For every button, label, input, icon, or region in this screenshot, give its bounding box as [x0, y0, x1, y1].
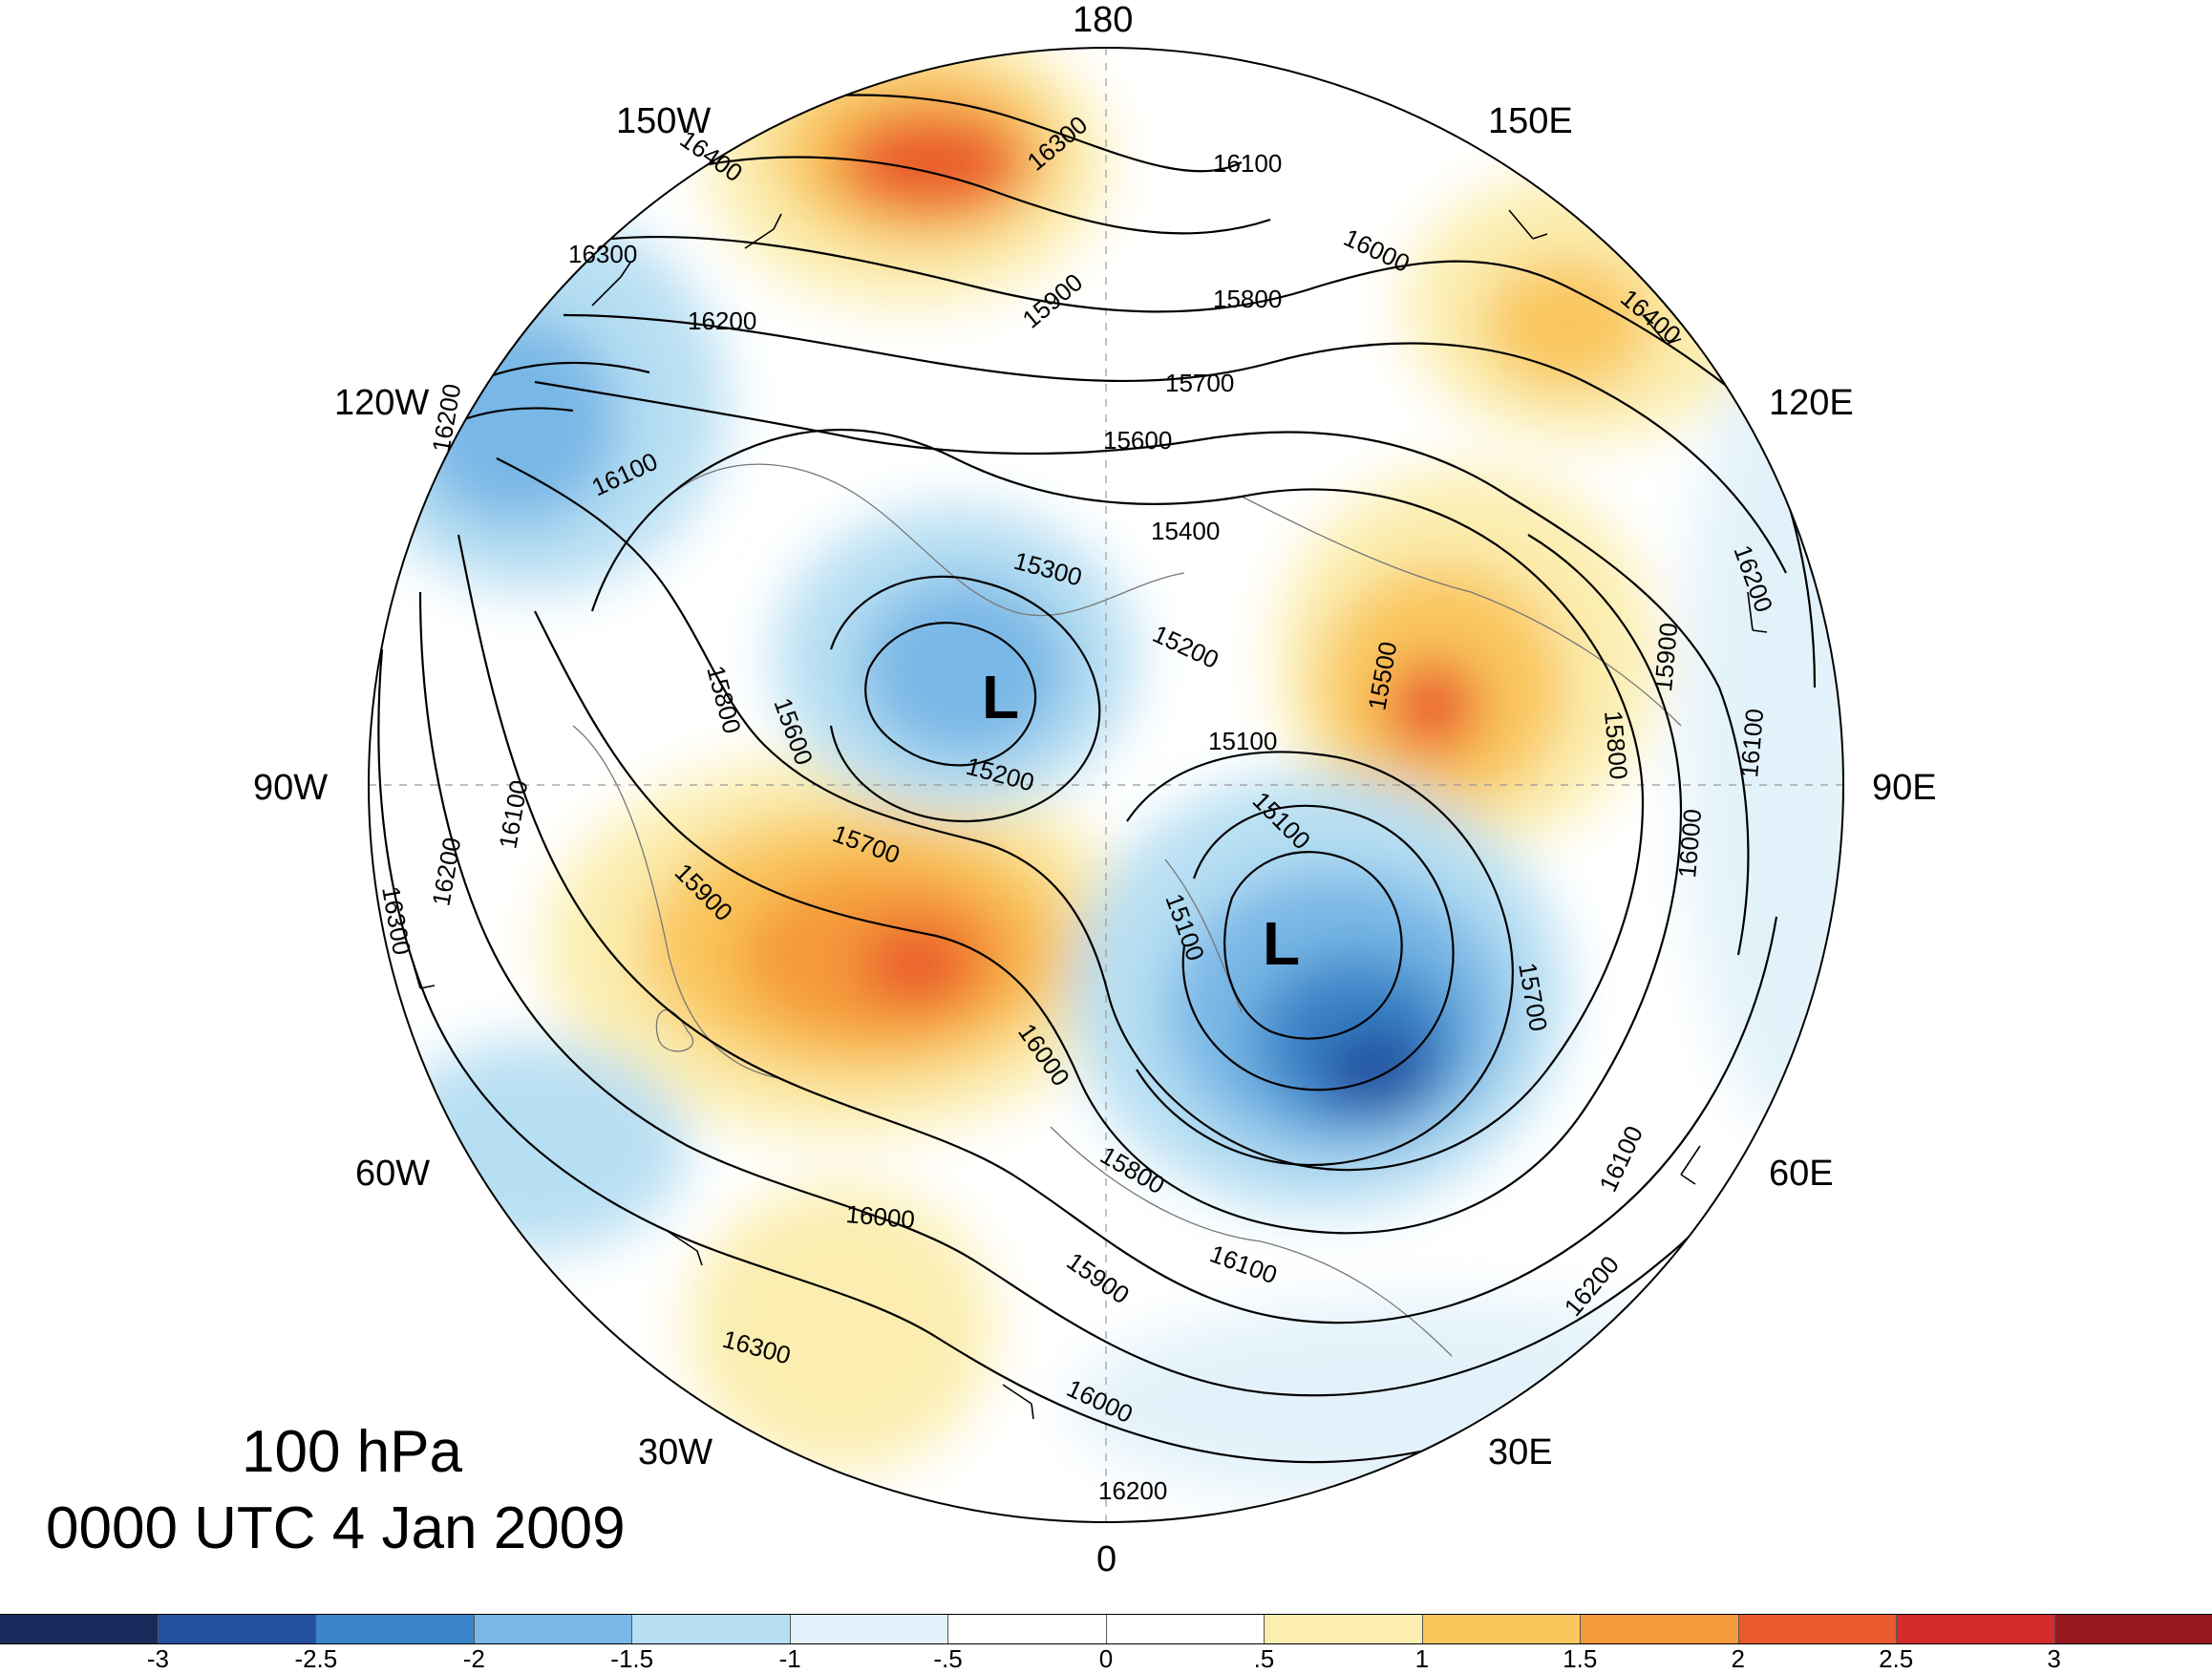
colorbar-segment: [1897, 1615, 2055, 1643]
contour-label: 16100: [1734, 708, 1769, 779]
colorbar-segment: [790, 1615, 948, 1643]
colorbar-tick-label: -1: [778, 1644, 801, 1673]
colorbar-tick-label: 2: [1731, 1644, 1745, 1673]
wind-barbs: [410, 209, 1768, 1420]
contour-label: 16200: [688, 307, 756, 335]
colorbar-tick-label: -1.5: [610, 1644, 654, 1673]
colorbar-segment: [1738, 1615, 1897, 1643]
colorbar-tick-label: 2.5: [1879, 1644, 1914, 1673]
contour-label: 16100: [1213, 149, 1282, 178]
colorbar-segment: [158, 1615, 316, 1643]
contour-label: 15600: [1103, 426, 1172, 455]
longitude-label-30e: 30E: [1488, 1432, 1553, 1473]
colorbar-tick-label: -3: [146, 1644, 169, 1673]
colorbar-tick-label: -2: [462, 1644, 485, 1673]
contour-label: 15900: [1648, 622, 1683, 693]
contour-label: 16300: [568, 240, 637, 268]
colorbar-segment: [1581, 1615, 1739, 1643]
contour-label: 15100: [1208, 727, 1277, 755]
low-center-marker: L: [982, 663, 1019, 731]
colorbar-tick-label: 0: [1098, 1644, 1114, 1673]
longitude-label-60w: 60W: [355, 1154, 431, 1194]
contour-label: 16000: [1672, 808, 1707, 879]
contour-label: 15800: [1213, 285, 1282, 313]
map-boundary: [368, 47, 1844, 1523]
longitude-label-30w: 30W: [638, 1432, 713, 1473]
longitude-label-150w: 150W: [616, 101, 712, 141]
contour-label: 15400: [1151, 517, 1220, 545]
colorbar-segment: [948, 1615, 1107, 1643]
colorbar-segment: [474, 1615, 632, 1643]
longitude-label-90e: 90E: [1872, 768, 1937, 808]
timestamp-title: 0000 UTC 4 Jan 2009: [46, 1495, 626, 1561]
colorbar-segment: [1422, 1615, 1581, 1643]
colorbar-segment: [316, 1615, 475, 1643]
colorbar-tick-label: 1.5: [1563, 1644, 1598, 1673]
contour-label: 16000: [844, 1199, 916, 1234]
longitude-label-120w: 120W: [334, 383, 430, 423]
colorbar-segment: [632, 1615, 791, 1643]
colorbar-segment: [2054, 1615, 2212, 1643]
longitude-label-120e: 120E: [1769, 383, 1854, 423]
colorbar-tick-label: 3: [2047, 1644, 2061, 1673]
colorbar-tick-label: -.5: [933, 1644, 963, 1673]
longitude-label-180: 180: [1073, 0, 1134, 40]
colorbar-segment: [1106, 1615, 1265, 1643]
longitude-label-150e: 150E: [1488, 101, 1573, 141]
longitude-label-60e: 60E: [1769, 1154, 1834, 1194]
colorbar-tick-label: .5: [1253, 1644, 1275, 1673]
longitude-label-0: 0: [1096, 1539, 1117, 1579]
colorbar: [0, 1614, 2212, 1644]
longitude-label-90w: 90W: [253, 768, 329, 808]
colorbar-tick-label: 1: [1414, 1644, 1430, 1673]
pressure-level-title: 100 hPa: [242, 1419, 462, 1485]
colorbar-segment: [1265, 1615, 1423, 1643]
contour-label: 15800: [1599, 710, 1633, 781]
graticule: [369, 48, 1843, 1522]
contour-label: 16200: [1098, 1476, 1167, 1505]
contour-label: 15700: [1165, 369, 1234, 397]
low-center-marker: L: [1263, 909, 1300, 978]
colorbar-tick-label: -2.5: [294, 1644, 338, 1673]
colorbar-segment: [0, 1615, 159, 1643]
